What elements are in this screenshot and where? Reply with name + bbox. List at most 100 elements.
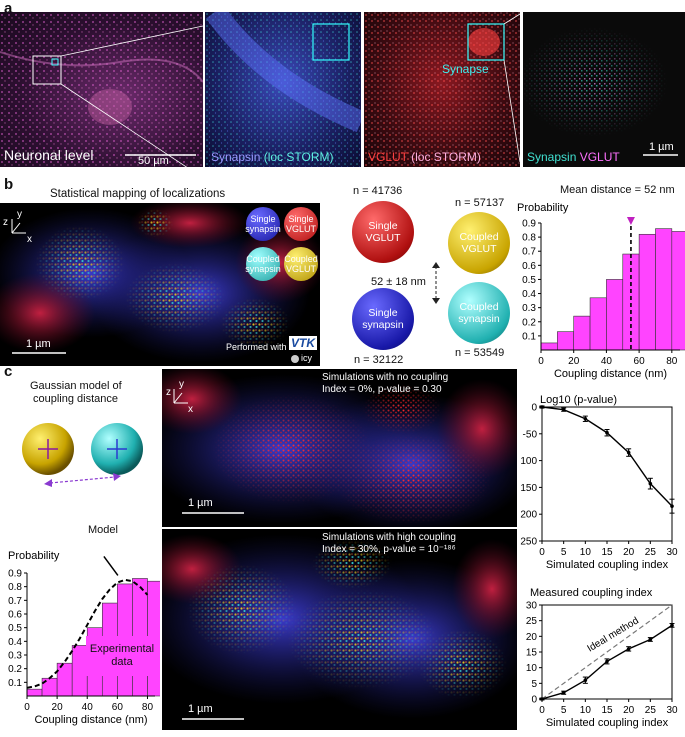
sim1-axis-x: x xyxy=(188,404,193,415)
synapsin-word: Synapsin xyxy=(211,150,261,164)
data-point xyxy=(583,678,588,682)
vtk-logo: VTK xyxy=(289,336,317,350)
sim1-axis-y: y xyxy=(179,379,184,390)
data-point xyxy=(540,405,544,409)
chart-ytick-label: -100 xyxy=(520,456,537,467)
hist-bar xyxy=(557,331,575,351)
hist-xtick-label: 0 xyxy=(24,702,30,713)
distance-label: 52 ± 18 nm xyxy=(371,276,426,288)
scale-1um-a: 1 µm xyxy=(649,141,674,153)
chart-xtick-label: 15 xyxy=(601,705,613,716)
histogram-c: Probability 0.1 0.2 0.3 0.4 0.5 0.6 0.7 0.8 0.9 0 2… xyxy=(8,550,160,726)
hist-xtick-label: 80 xyxy=(666,356,678,367)
icy-icon xyxy=(291,354,299,363)
synapse-label: Synapse xyxy=(442,62,489,76)
hist-ytick-label: 0.4 xyxy=(8,637,22,648)
chart-xlabel: Simulated coupling index xyxy=(546,559,669,571)
model-pointer xyxy=(103,556,119,576)
data-point xyxy=(670,504,674,508)
sim1-scale-1um: 1 µm xyxy=(188,497,213,509)
ball-coupled-synapsin: Coupled synapsin xyxy=(448,282,510,344)
synapsin-vglut-overlay-image: Synapsin VGLUT 1 µm xyxy=(523,12,685,167)
mean-distance-label: Mean distance = 52 nm xyxy=(560,184,675,196)
hist-ytick-label: 0.8 xyxy=(8,582,22,593)
chart-title: Log10 (p-value) xyxy=(540,395,617,406)
chart-ytick-label: 15 xyxy=(526,648,538,659)
synapsin-texture xyxy=(205,12,361,167)
hist-ytick-label: 0.1 xyxy=(522,331,536,342)
loc-storm-word-2: (loc STORM) xyxy=(411,150,481,164)
chart-xtick-label: 30 xyxy=(666,547,678,558)
model-label: Model xyxy=(88,524,118,536)
vglut-storm-image: Synapse VGLUT (loc STORM) xyxy=(364,12,520,167)
hist-ylabel: Probability xyxy=(517,202,569,214)
overlay-texture xyxy=(523,12,685,167)
map-scale-1um: 1 µm xyxy=(26,338,51,350)
chart-xtick-label: 0 xyxy=(539,547,545,558)
hist-ytick-label: 0.7 xyxy=(8,596,22,607)
sim-high-coupling-render xyxy=(162,529,517,730)
vglut-texture xyxy=(364,12,520,167)
data-point xyxy=(561,690,566,695)
chart-ytick-label: 5 xyxy=(531,679,537,690)
chart-title: Measured coupling index xyxy=(530,587,653,599)
n-coupled-synapsin: n = 53549 xyxy=(455,347,505,359)
loc-storm-word: (loc STORM) xyxy=(263,150,334,164)
data-point xyxy=(648,637,653,642)
hist-xtick-label: 80 xyxy=(142,702,154,713)
chart-xtick-label: 5 xyxy=(561,705,567,716)
chart-ytick-label: 0 xyxy=(531,403,537,414)
data-point xyxy=(605,659,609,664)
vglut-word: VGLUT xyxy=(368,150,408,164)
synapsin-storm-image: Synapsin (loc STORM) xyxy=(205,12,361,167)
distance-arrow xyxy=(432,262,440,304)
sim-no-coupling-render xyxy=(162,369,517,527)
gaussian-model-diagram xyxy=(22,423,143,487)
icy-logo-text: icy xyxy=(301,353,312,363)
chart-xtick-label: 10 xyxy=(580,705,592,716)
n-single-synapsin: n = 32122 xyxy=(354,354,404,366)
hist-bar xyxy=(606,279,624,351)
chart-xtick-label: 20 xyxy=(623,705,635,716)
badge-coupled-synapsin: Coupled synapsin xyxy=(245,247,281,281)
data-point xyxy=(626,647,631,651)
mean-marker-arrow xyxy=(626,217,635,225)
hist-ytick-label: 0.4 xyxy=(522,289,536,300)
data-point xyxy=(605,430,609,435)
hist-bar xyxy=(573,315,591,351)
sim-none-line2: Index = 0%, p-value = 0.30 xyxy=(322,384,442,395)
n-coupled-vglut: n = 57137 xyxy=(455,197,505,209)
hist-ytick-label: 0.2 xyxy=(8,664,22,675)
chart-ytick-label: 30 xyxy=(526,601,538,612)
chart-xtick-label: 25 xyxy=(645,547,657,558)
neuronal-texture xyxy=(0,12,203,167)
chart-ytick-label: -200 xyxy=(520,510,537,521)
panel-b-letter: b xyxy=(4,176,14,193)
hist-bar xyxy=(71,645,88,697)
overlay-vglut-word: VGLUT xyxy=(579,150,620,164)
data-line xyxy=(541,406,673,507)
hist-ytick-label: 0.6 xyxy=(522,261,536,272)
chart-xtick-label: 20 xyxy=(623,547,635,558)
hist-ytick-label: 0.8 xyxy=(522,233,536,244)
sim1-axis-z: z xyxy=(166,387,171,398)
hist-bar xyxy=(589,297,607,351)
overlay-label: Synapsin VGLUT xyxy=(527,150,620,164)
badge-single-vglut: Single VGLUT xyxy=(284,207,318,241)
hist-xtick-label: 60 xyxy=(634,356,646,367)
experimental-data-label: Experimental data xyxy=(86,636,158,676)
hist-xtick-label: 60 xyxy=(112,702,124,713)
map-axis-y: y xyxy=(17,209,22,220)
simulation-high-coupling-image: Simulations with high coupling Index = 3… xyxy=(162,529,517,730)
vglut-storm-label: VGLUT (loc STORM) xyxy=(368,150,481,164)
sim-high-line1: Simulations with high coupling xyxy=(322,532,456,543)
hist-xlabel: Coupling distance (nm) xyxy=(554,368,667,380)
panel-a-letter: a xyxy=(4,0,13,17)
pvalue-chart: Log10 (p-value)0-50-100-150-200-25005101… xyxy=(520,395,678,571)
chart-ytick-label: 20 xyxy=(526,632,538,643)
panel-c-letter: c xyxy=(4,363,13,380)
badge-single-synapsin: Single synapsin xyxy=(245,207,281,241)
hist-xtick-label: 20 xyxy=(52,702,64,713)
chart-ytick-label: -150 xyxy=(520,483,537,494)
model-title-2: coupling distance xyxy=(33,393,119,405)
